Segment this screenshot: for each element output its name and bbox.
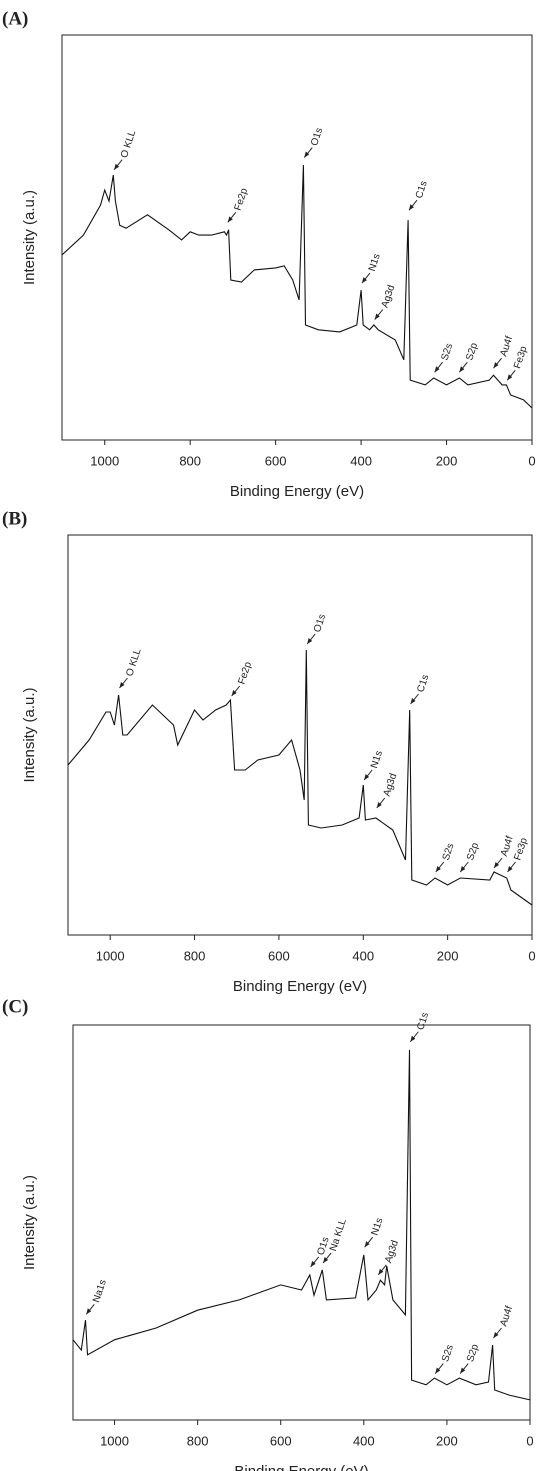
annotation-arrowhead — [435, 866, 441, 872]
annotation-arrowhead — [507, 866, 513, 872]
spectrum-line — [67, 649, 533, 906]
annotation-arrowhead — [460, 866, 466, 872]
peak-label: S2s — [441, 842, 457, 862]
peak-label: Na KLL — [328, 1217, 349, 1253]
x-tick-label: 200 — [436, 1433, 458, 1448]
peak-label: Fe2p — [237, 660, 255, 685]
peak-label: Ag3d — [383, 1239, 401, 1265]
peak-label: Ag3d — [380, 284, 398, 310]
annotation-arrowhead — [410, 1035, 416, 1042]
annotation-arrowhead — [374, 313, 380, 320]
peak-label: O KLL — [124, 647, 143, 678]
x-tick-label: 800 — [184, 948, 206, 963]
x-tick-label: 0 — [528, 453, 535, 468]
annotation-arrowhead — [304, 151, 310, 158]
peak-label: Fe3p — [512, 345, 530, 370]
x-tick-label: 600 — [265, 453, 287, 468]
peak-label: Ag3d — [382, 772, 400, 798]
annotation-arrowhead — [364, 1241, 370, 1248]
x-axis-title: Binding Energy (eV) — [230, 483, 364, 500]
annotation-arrowhead — [460, 1367, 466, 1374]
panel-label: (A) — [2, 8, 28, 29]
annotation-arrowhead — [507, 374, 513, 381]
x-tick-label: 600 — [268, 948, 290, 963]
peak-label: S2p — [464, 341, 480, 362]
annotation-arrowhead — [493, 362, 499, 369]
peak-label: Fe2p — [233, 187, 251, 212]
annotation-arrowhead — [378, 1268, 384, 1275]
peak-label: N1s — [370, 1217, 386, 1237]
peak-label: C1s — [414, 180, 430, 200]
x-tick-label: 0 — [528, 948, 535, 963]
x-tick-label: 1000 — [100, 1433, 129, 1448]
panel-label: (C) — [2, 996, 28, 1017]
annotation-arrowhead — [410, 698, 416, 704]
x-tick-label: 400 — [353, 1433, 375, 1448]
plot-frame — [61, 34, 533, 441]
x-tick-label: 200 — [436, 453, 458, 468]
peak-label: Au4f — [498, 1305, 515, 1328]
annotation-arrowhead — [494, 862, 500, 868]
peak-label: N1s — [367, 253, 383, 273]
annotation-arrowhead — [493, 1332, 499, 1338]
annotation-arrowhead — [307, 638, 313, 644]
spectrum-line — [61, 164, 533, 409]
annotation-arrowhead — [86, 1308, 92, 1315]
x-tick-label: 600 — [270, 1433, 292, 1448]
peak-label: S2p — [465, 841, 481, 862]
y-axis-title: Intensity (a.u.) — [21, 687, 38, 782]
x-axis-title: Binding Energy (eV) — [233, 978, 367, 995]
peak-label: O1s — [309, 126, 325, 147]
x-tick-label: 1000 — [96, 948, 125, 963]
y-axis-title: Intensity (a.u.) — [21, 1175, 38, 1270]
x-tick-label: 1000 — [90, 453, 119, 468]
x-tick-label: 400 — [350, 453, 372, 468]
annotation-arrowhead — [361, 277, 367, 284]
peak-label: S2s — [439, 342, 455, 362]
annotation-arrowhead — [114, 163, 120, 170]
x-tick-label: 800 — [187, 1433, 209, 1448]
annotation-arrowhead — [376, 802, 382, 808]
annotation-arrowhead — [231, 690, 237, 696]
annotation-arrowhead — [459, 366, 465, 373]
annotation-arrowhead — [364, 774, 370, 780]
peak-label: Na1s — [91, 1278, 109, 1304]
annotation-arrowhead — [435, 1367, 441, 1374]
annotation-arrowhead — [227, 216, 233, 223]
annotation-arrowhead — [119, 682, 125, 688]
plot-frame — [72, 1024, 531, 1421]
spectrum-line — [72, 1049, 531, 1401]
peak-label: Au4f — [498, 335, 515, 358]
peak-label: O1s — [316, 1236, 332, 1257]
y-axis-title: Intensity (a.u.) — [21, 190, 38, 285]
peak-label: S2p — [465, 1343, 481, 1364]
peak-label: C1s — [415, 673, 431, 693]
annotation-arrowhead — [408, 204, 414, 211]
x-tick-label: 200 — [437, 948, 459, 963]
plot-frame — [67, 534, 533, 936]
peak-label: S2s — [440, 1344, 456, 1364]
panel-label: (B) — [2, 508, 27, 529]
peak-label: C1s — [415, 1011, 431, 1031]
peak-label: O KLL — [119, 129, 138, 160]
annotation-arrowhead — [310, 1260, 316, 1267]
annotation-arrowhead — [323, 1256, 329, 1263]
peak-label: O1s — [312, 613, 328, 634]
x-tick-label: 800 — [179, 453, 201, 468]
peak-label: N1s — [369, 749, 385, 769]
x-axis-title: Binding Energy (eV) — [234, 1463, 368, 1471]
x-tick-label: 400 — [352, 948, 374, 963]
x-tick-label: 0 — [526, 1433, 533, 1448]
annotation-arrowhead — [434, 366, 440, 373]
